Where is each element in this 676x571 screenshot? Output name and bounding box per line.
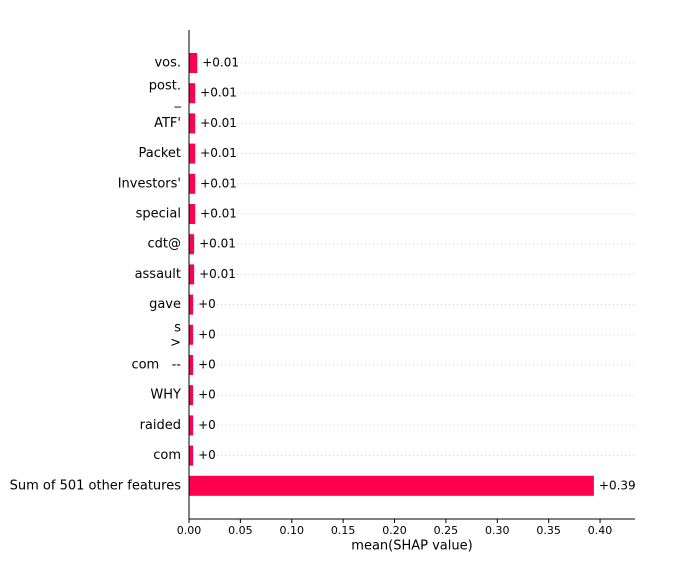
x-tick-label: 0.40 xyxy=(588,524,613,537)
x-tick-label: 0.35 xyxy=(536,524,561,537)
y-tick-label: com -- xyxy=(131,358,181,373)
value-label: +0 xyxy=(198,448,216,462)
value-label: +0 xyxy=(198,297,216,311)
value-label: +0.01 xyxy=(200,176,237,190)
x-tick-label: 0.20 xyxy=(382,524,407,537)
y-tick-label: post. _ xyxy=(149,78,182,108)
y-tick-label: special xyxy=(136,207,181,222)
bar xyxy=(189,53,198,73)
value-label: +0.01 xyxy=(202,56,239,70)
value-label: +0.01 xyxy=(200,146,237,160)
bar xyxy=(189,294,194,315)
x-tick-label: 0.15 xyxy=(331,524,356,537)
y-tick-label: Packet xyxy=(138,146,181,161)
bar xyxy=(189,234,195,255)
bar xyxy=(189,445,194,466)
bar xyxy=(189,264,195,285)
y-tick-label: cdt@ xyxy=(148,237,182,252)
value-label: +0 xyxy=(198,358,216,372)
value-label: +0.39 xyxy=(599,478,636,492)
y-tick-label: com xyxy=(153,448,181,463)
bar xyxy=(189,385,194,406)
bar xyxy=(189,113,196,134)
y-tick-label: gave xyxy=(149,297,181,312)
x-tick-label: 0.00 xyxy=(177,524,202,537)
y-tick-label: ATF' xyxy=(154,116,181,131)
y-tick-label: assault xyxy=(135,267,181,282)
value-label: +0 xyxy=(198,388,216,402)
value-label: +0.01 xyxy=(199,267,236,281)
y-tick-label: Investors' xyxy=(118,176,181,191)
x-tick-label: 0.30 xyxy=(485,524,510,537)
y-tick-label: s > xyxy=(170,320,181,350)
x-tick-label: 0.25 xyxy=(434,524,459,537)
value-label: +0 xyxy=(198,418,216,432)
bar xyxy=(189,83,196,104)
y-tick-label: Sum of 501 other features xyxy=(10,478,182,493)
x-tick-label: 0.05 xyxy=(228,524,253,537)
x-tick-label: 0.10 xyxy=(280,524,305,537)
value-label: +0.01 xyxy=(200,86,237,100)
value-label: +0.01 xyxy=(200,116,237,130)
bar xyxy=(189,475,594,496)
y-tick-label: WHY xyxy=(150,388,181,403)
bar xyxy=(189,355,194,375)
bar xyxy=(189,143,196,164)
x-axis-label: mean(SHAP value) xyxy=(351,539,472,554)
value-label: +0.01 xyxy=(199,237,236,251)
bar xyxy=(189,415,194,436)
value-label: +0 xyxy=(198,327,216,341)
y-tick-label: raided xyxy=(140,418,181,433)
value-label: +0.01 xyxy=(200,207,237,221)
bar xyxy=(189,204,196,224)
bar xyxy=(189,173,196,194)
y-tick-label: vos. xyxy=(154,56,181,71)
bar xyxy=(189,324,194,345)
